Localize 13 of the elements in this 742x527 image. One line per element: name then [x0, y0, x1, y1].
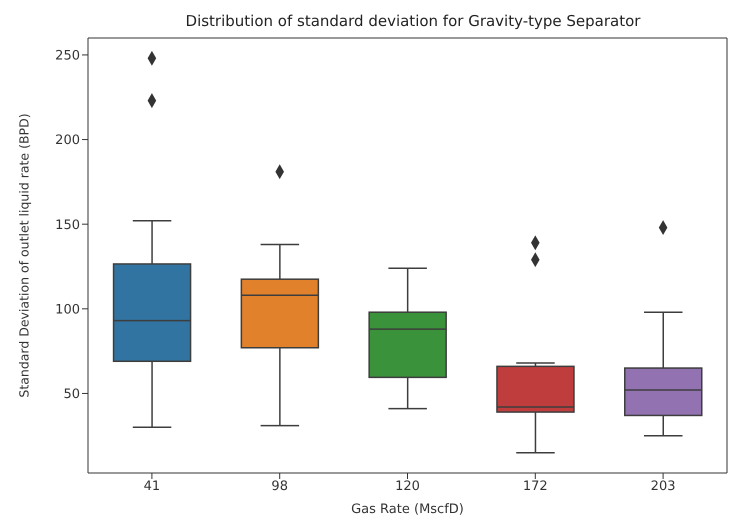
x-tick-label: 98: [271, 479, 288, 494]
x-tick-label: 172: [522, 479, 548, 494]
y-tick-label: 150: [55, 218, 80, 233]
x-axis-title: Gas Rate (MscfD): [351, 502, 464, 517]
y-tick-label: 200: [55, 133, 80, 148]
y-tick-label: 100: [55, 302, 80, 318]
x-tick-label: 203: [650, 479, 676, 494]
y-tick-label: 250: [55, 48, 80, 64]
y-axis-title: Standard Deviation of outlet liquid rate (BPD): [16, 113, 32, 398]
x-tick-label: 41: [144, 479, 160, 494]
x-tick-label: 120: [395, 479, 420, 494]
chart-title: Distribution of standard deviation for Gravity-type Separator: [186, 12, 642, 30]
y-tick-label: 50: [63, 387, 80, 402]
